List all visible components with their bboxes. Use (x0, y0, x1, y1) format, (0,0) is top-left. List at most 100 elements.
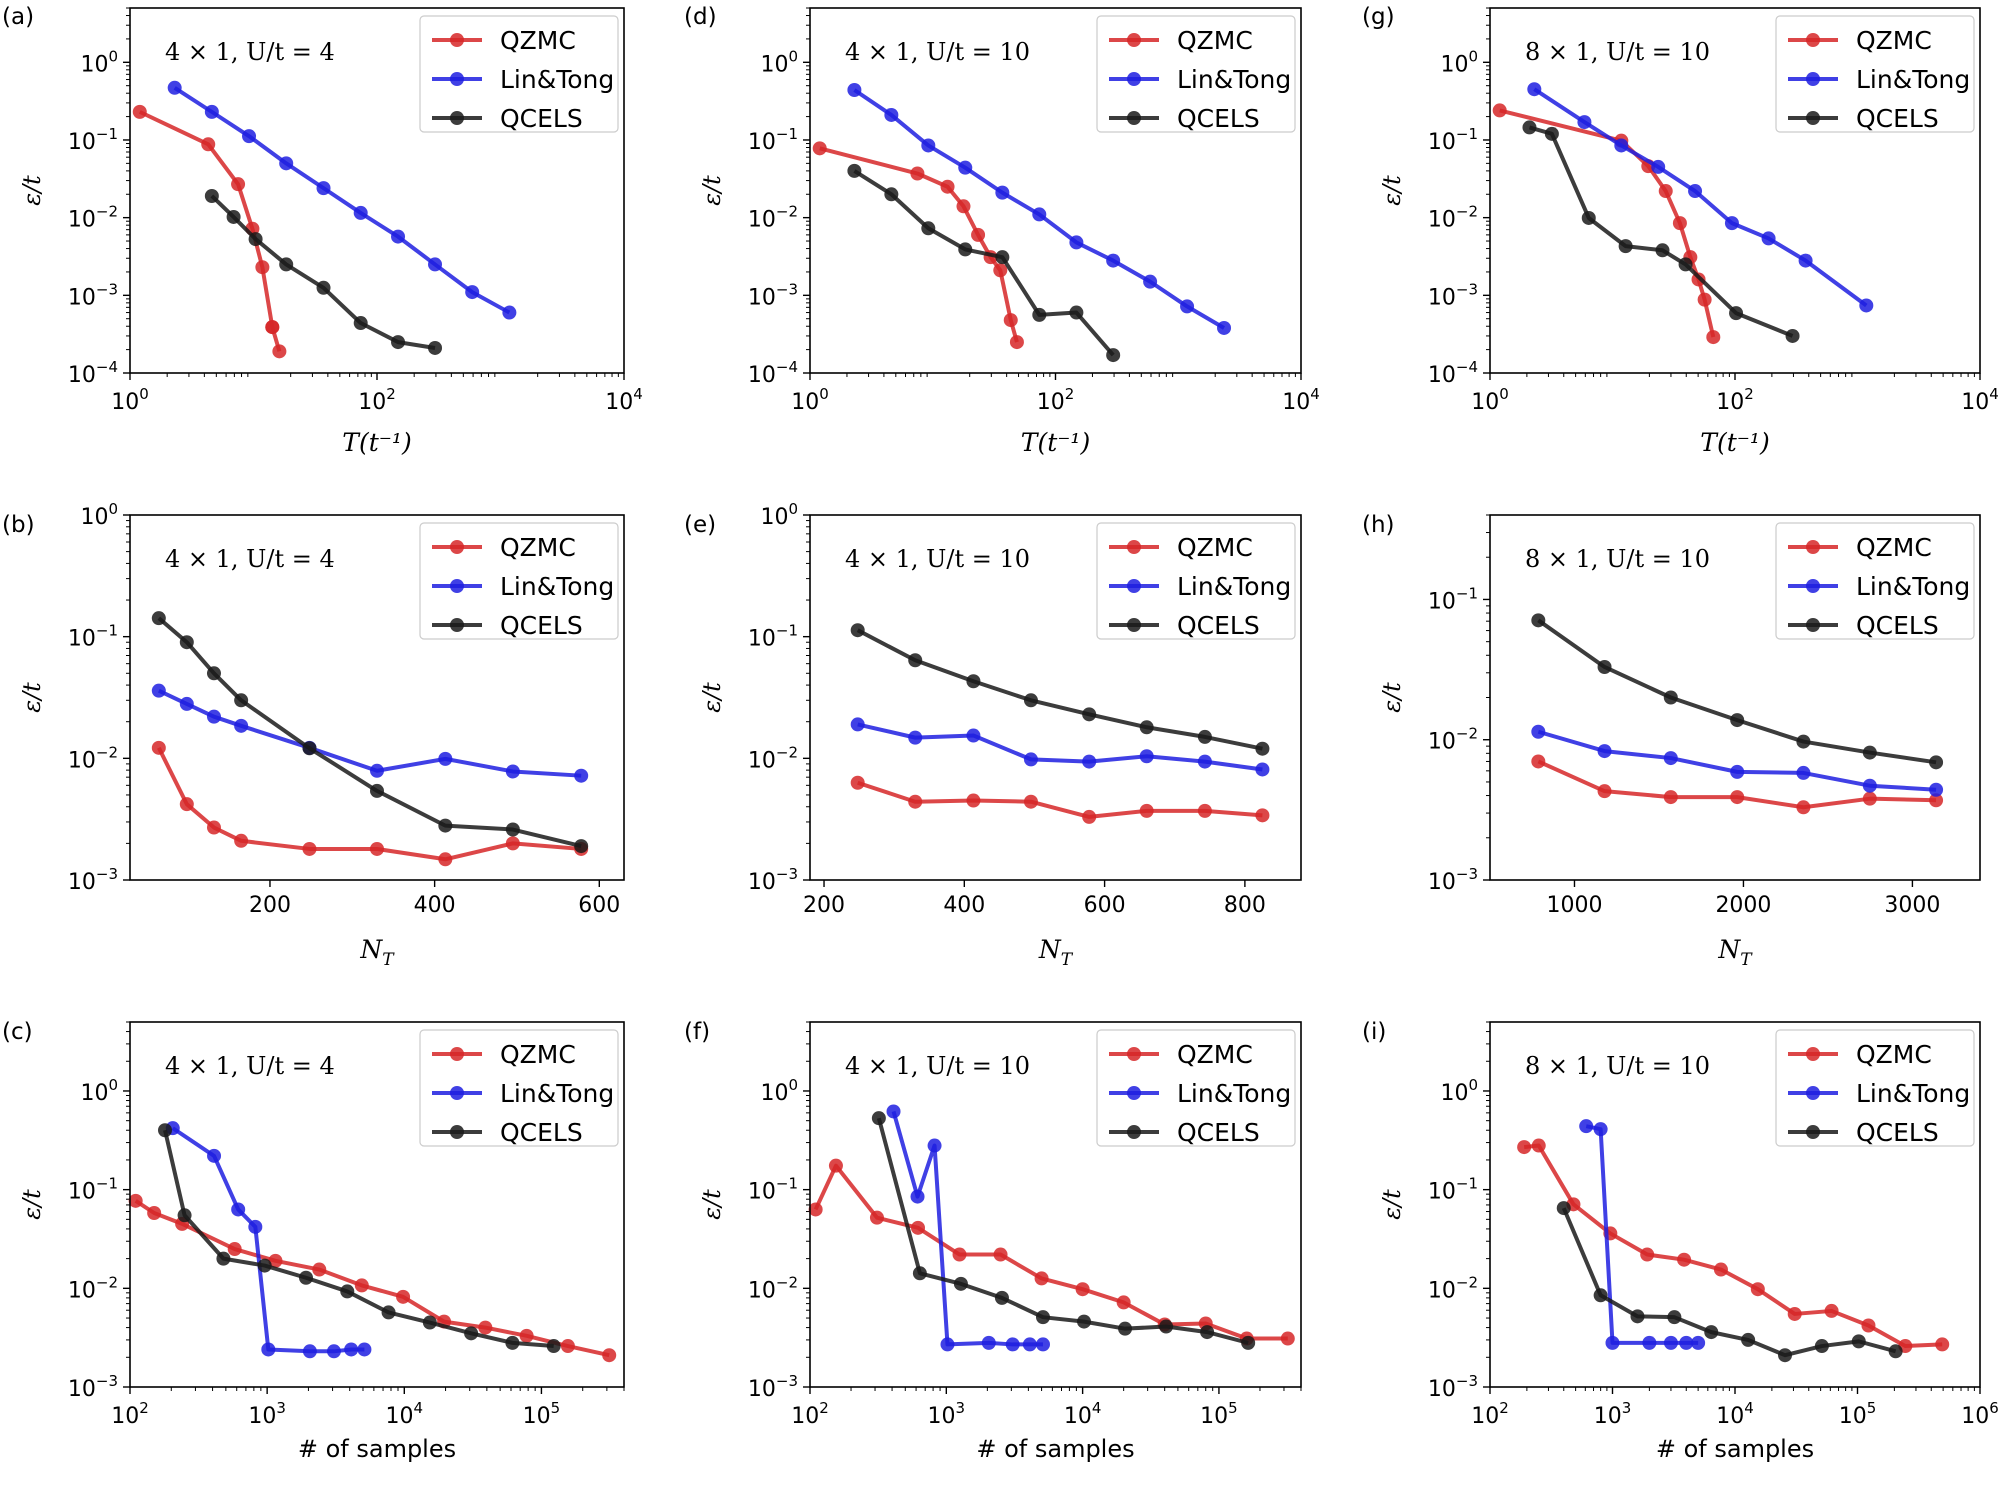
data-point (1597, 784, 1612, 799)
legend-label: Lin&Tong (1177, 65, 1291, 94)
series-lin-tong (847, 82, 1232, 335)
series-qzmc (850, 775, 1270, 824)
data-point (179, 797, 194, 812)
data-point (1003, 313, 1018, 328)
axes-frame (809, 7, 1302, 374)
legend-label: Lin&Tong (1856, 572, 1970, 601)
data-point (151, 740, 166, 755)
series-qcels (1531, 613, 1944, 770)
data-point (177, 1208, 192, 1223)
legend-label: QZMC (1856, 533, 1932, 562)
data-point (1197, 729, 1212, 744)
x-tick-label: 400 (943, 893, 985, 918)
x-tick-label: 100 (111, 385, 149, 415)
x-axis-label-sub: T (1061, 950, 1074, 970)
x-tick-label-base: 10 (358, 390, 386, 415)
series-line (173, 86, 511, 315)
x-tick-label-base: 10 (1839, 1404, 1867, 1429)
x-axis-label: NT (1038, 935, 1074, 970)
data-point (1796, 734, 1811, 749)
axes-frame (1489, 7, 1981, 374)
series-qzmc (1517, 1138, 1950, 1354)
x-axis-label: T(t⁻¹) (1021, 428, 1090, 457)
x-axis-label: # of samples (1656, 1435, 1814, 1463)
y-tick-label-exponent: −1 (1456, 1175, 1478, 1193)
data-point (1597, 659, 1612, 674)
data-point (1796, 765, 1811, 780)
legend-label: QZMC (500, 26, 576, 55)
data-point (1159, 1319, 1174, 1334)
data-point (1032, 307, 1047, 322)
y-tick-label-exponent: 0 (788, 500, 798, 518)
y-tick-label-exponent: 0 (1468, 1076, 1478, 1094)
y-tick-label: 10−2 (68, 743, 118, 773)
data-point (1929, 793, 1944, 808)
panel-label: (d) (684, 4, 717, 30)
y-tick-label: 10−1 (68, 622, 118, 652)
series-line (876, 1117, 1249, 1345)
y-tick-label: 10−1 (68, 1175, 118, 1205)
x-tick-label-exponent: 2 (1744, 385, 1754, 403)
axes-frame (809, 1021, 1302, 1388)
data-point (370, 783, 384, 798)
panel-label: (b) (2, 512, 35, 538)
x-axis-label: T(t⁻¹) (342, 428, 411, 457)
data-point (886, 1104, 901, 1119)
y-tick-label: 10−3 (748, 1372, 798, 1402)
series-qcels (1556, 1201, 1903, 1363)
data-point (1255, 762, 1270, 777)
data-point (1663, 751, 1678, 766)
y-tick-label-base: 10 (748, 208, 776, 233)
panel-label: (e) (684, 512, 716, 538)
data-point (1139, 749, 1154, 764)
panel-label: (h) (1362, 512, 1395, 538)
y-tick-label-base: 10 (748, 1180, 776, 1205)
y-tick-label-base: 10 (1428, 1180, 1456, 1205)
data-point (268, 1253, 283, 1268)
y-tick-label-exponent: −3 (776, 865, 798, 883)
series-line (210, 194, 436, 350)
x-tick-label-exponent: 0 (139, 385, 149, 403)
x-tick-label-exponent: 3 (956, 1399, 966, 1417)
x-axis-label: # of samples (298, 1435, 456, 1463)
y-tick-label: 100 (760, 500, 798, 530)
x-axis-label: # of samples (976, 1435, 1134, 1463)
series-qzmc (128, 1193, 617, 1363)
legend-label: Lin&Tong (1856, 65, 1970, 94)
x-tick-label: 105 (1839, 1399, 1877, 1429)
system-annotation: 8 × 1, U/t = 10 (1525, 38, 1710, 66)
data-point (958, 242, 973, 257)
data-point (1522, 120, 1537, 135)
data-point (1531, 724, 1546, 739)
x-tick-label-exponent: 4 (633, 385, 643, 403)
data-point (226, 209, 241, 224)
y-axis-label: ε/t (698, 1189, 726, 1220)
data-point (912, 1266, 927, 1281)
data-point (257, 1258, 272, 1273)
data-point (1778, 1348, 1793, 1363)
y-axis-label: ε/t (1378, 682, 1406, 713)
x-tick-label-exponent: 4 (414, 1399, 424, 1417)
x-tick-label: 102 (111, 1399, 149, 1429)
legend-label: QCELS (1177, 104, 1260, 133)
series-qzmc (132, 104, 280, 335)
data-point (302, 1344, 317, 1359)
legend-marker (1127, 1125, 1141, 1139)
y-tick-label-exponent: −4 (1456, 358, 1478, 376)
data-point (519, 1328, 534, 1343)
data-point (1077, 1314, 1092, 1329)
y-tick-label-exponent: −3 (96, 280, 118, 298)
y-tick-label-base: 10 (760, 1081, 788, 1106)
data-point (995, 250, 1010, 265)
data-point (206, 820, 221, 835)
legend-marker (450, 1125, 464, 1139)
legend-marker (1127, 579, 1141, 593)
data-point (316, 181, 331, 196)
y-tick-label-exponent: 0 (108, 500, 118, 518)
x-tick-label-exponent: 5 (1228, 1399, 1238, 1417)
y-tick-label: 100 (80, 500, 118, 530)
data-point (847, 82, 862, 97)
